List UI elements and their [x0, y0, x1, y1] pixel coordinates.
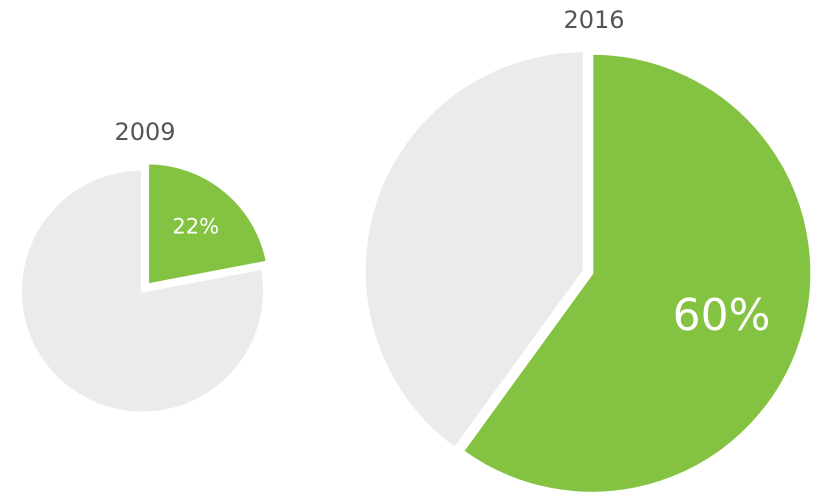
pie-chart-2016: 2016 60%: [362, 6, 814, 495]
pie-slice-2009-highlight: [146, 161, 269, 287]
pie-slice-label-2016: 60%: [673, 290, 771, 341]
pie-slice-2009-remainder: [18, 167, 266, 415]
pie-slice-2016-highlight: [460, 51, 814, 495]
pie-slice-label-2009: 22%: [172, 215, 219, 239]
pie-title-2016: 2016: [563, 6, 624, 34]
pie-title-2009: 2009: [114, 118, 175, 146]
pie-chart-2009: 2009 22%: [18, 118, 269, 415]
pie-slice-2016-remainder: [362, 49, 586, 451]
